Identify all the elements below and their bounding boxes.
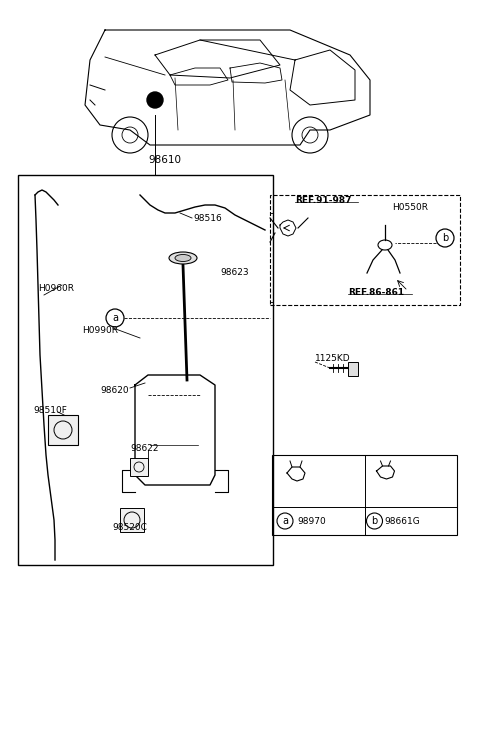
Text: 98520C: 98520C — [112, 523, 147, 533]
Ellipse shape — [175, 255, 191, 261]
Text: H0960R: H0960R — [38, 283, 74, 292]
Text: b: b — [372, 516, 378, 526]
Text: 98661G: 98661G — [384, 517, 420, 525]
Text: a: a — [112, 313, 118, 323]
Text: 98610: 98610 — [148, 155, 181, 165]
Text: H0550R: H0550R — [392, 202, 428, 212]
Text: REF.91-987: REF.91-987 — [295, 196, 351, 204]
FancyBboxPatch shape — [48, 415, 78, 445]
Text: 98510F: 98510F — [33, 405, 67, 415]
Ellipse shape — [169, 252, 197, 264]
Text: 98970: 98970 — [297, 517, 326, 525]
Text: 98516: 98516 — [193, 213, 222, 222]
Text: REF.86-861: REF.86-861 — [348, 288, 404, 297]
Text: H0990R: H0990R — [82, 325, 118, 334]
FancyBboxPatch shape — [130, 458, 148, 476]
Text: 98622: 98622 — [130, 444, 158, 452]
FancyBboxPatch shape — [120, 508, 144, 532]
Circle shape — [147, 92, 163, 108]
Text: a: a — [282, 516, 288, 526]
Text: b: b — [442, 233, 448, 243]
Text: 1125KD: 1125KD — [315, 354, 350, 362]
Text: 98623: 98623 — [220, 267, 249, 277]
FancyBboxPatch shape — [348, 362, 358, 376]
Text: 98620: 98620 — [100, 385, 129, 395]
